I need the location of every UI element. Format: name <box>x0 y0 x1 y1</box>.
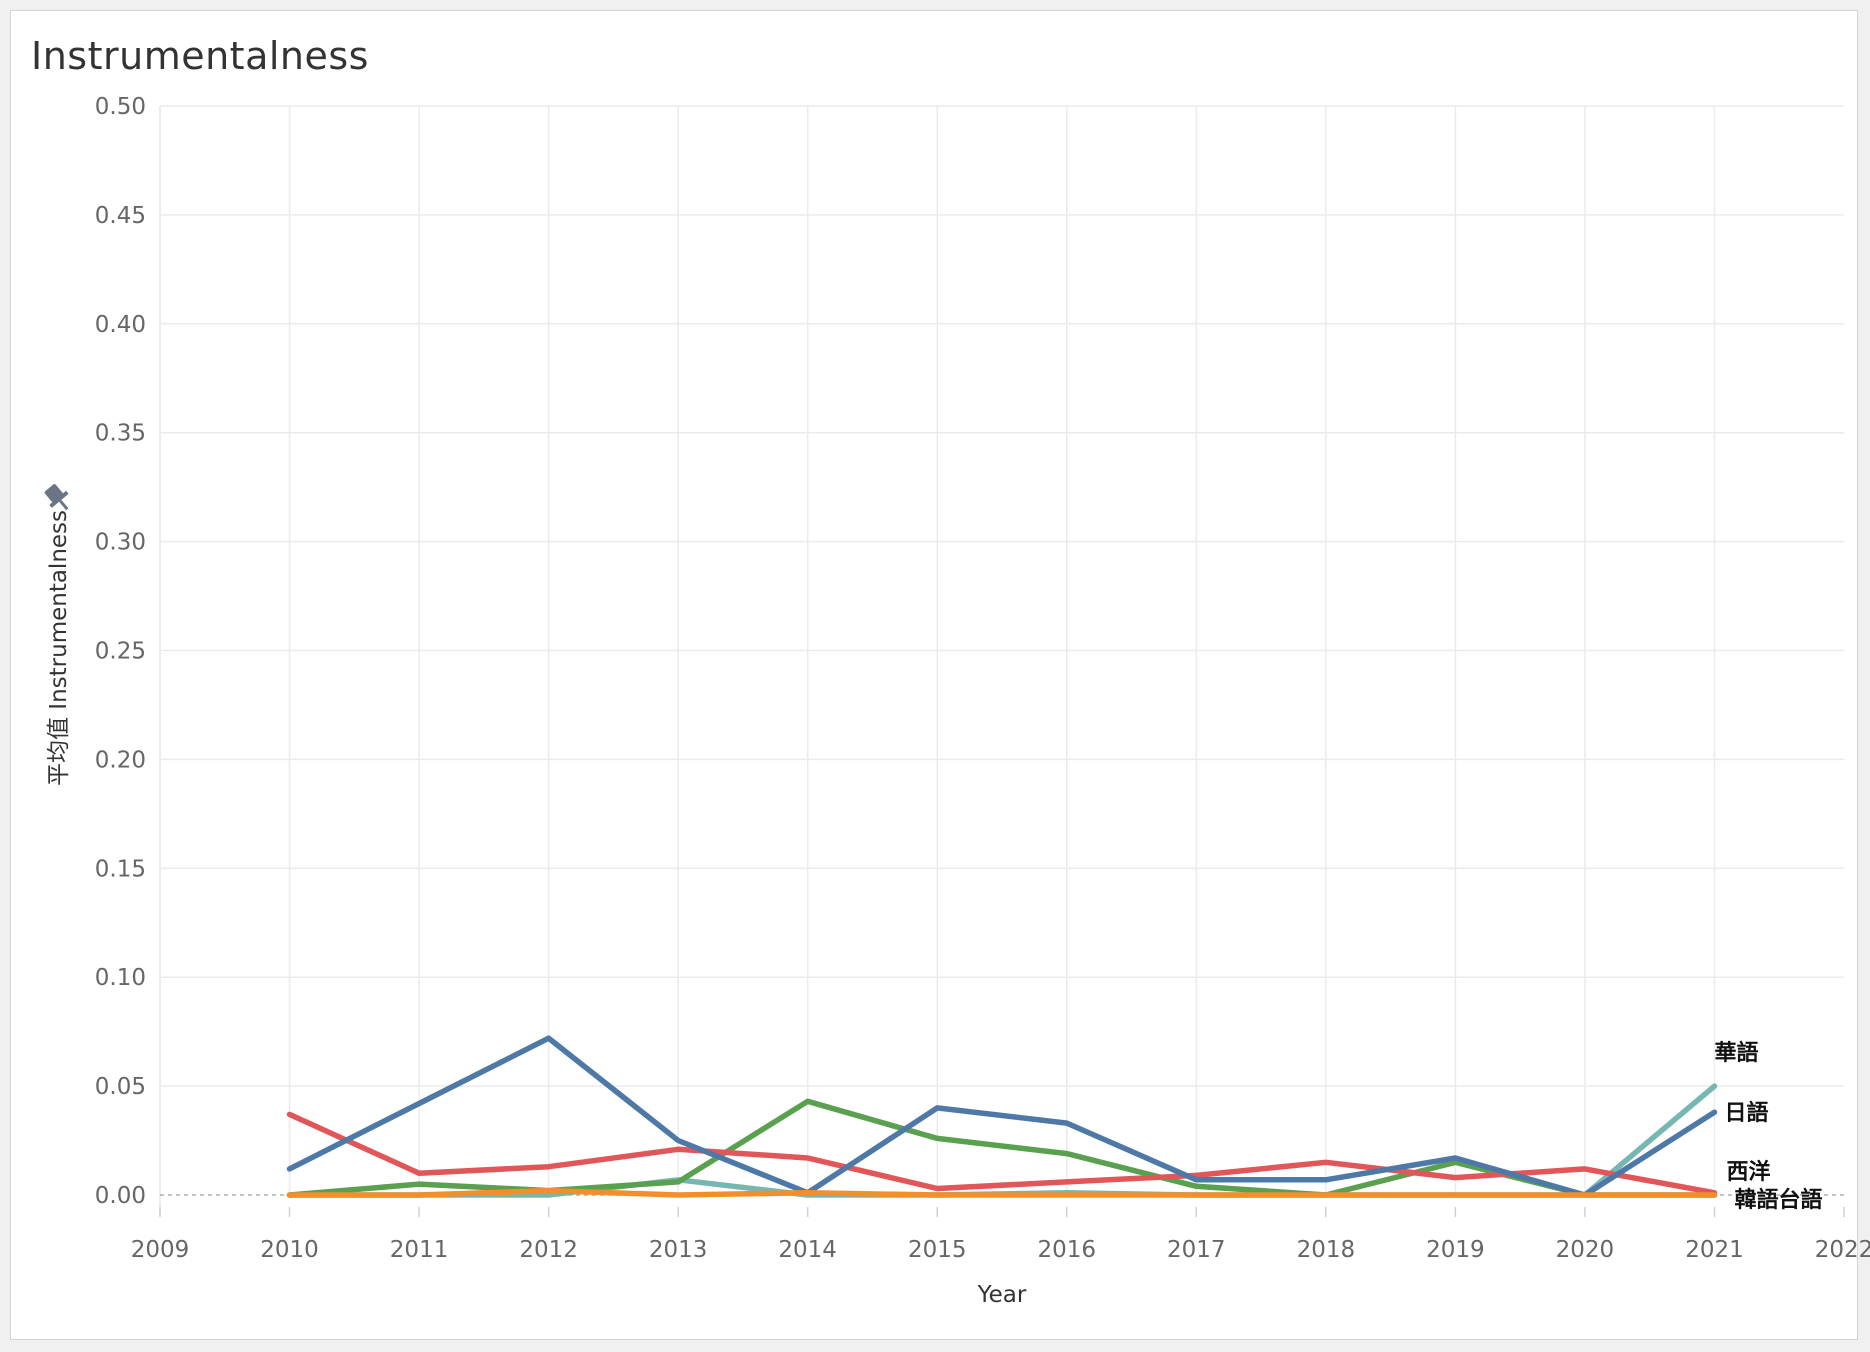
series-line-2 <box>286 1111 1718 1196</box>
x-tick-label: 2009 <box>131 1237 190 1263</box>
series-line-0 <box>286 1083 1718 1198</box>
end-label: 日語 <box>1724 1100 1768 1126</box>
x-tick-label: 2013 <box>649 1237 708 1263</box>
gridlines <box>159 105 1845 1217</box>
y-tick-label: 0.05 <box>95 1074 146 1100</box>
y-tick-label: 0.35 <box>95 421 146 447</box>
y-tick-label: 0.20 <box>95 747 146 773</box>
y-tick-label: 0.15 <box>95 856 146 882</box>
x-tick-label: 2017 <box>1167 1237 1226 1263</box>
chart-title: Instrumentalness <box>31 34 369 78</box>
x-tick-label: 2011 <box>390 1237 449 1263</box>
end-label: 韓語台語 <box>1734 1187 1822 1213</box>
x-tick-label: 2020 <box>1556 1237 1615 1263</box>
y-tick-label: 0.40 <box>95 312 146 338</box>
pin-icon[interactable] <box>41 481 76 517</box>
y-tick-label: 0.50 <box>95 94 146 120</box>
x-tick-label: 2010 <box>260 1237 319 1263</box>
y-axis-title: 平均值 Instrumentalness <box>46 510 72 786</box>
chart-frame <box>10 10 1858 1340</box>
x-axis-title: Year <box>977 1282 1027 1308</box>
pin-needle <box>59 499 69 511</box>
y-tick-label: 0.45 <box>95 203 146 229</box>
y-tick-label: 0.00 <box>95 1183 146 1209</box>
x-tick-labels: 2009 2010 2011 2012 2013 2014 2015 2016 2017 2018… <box>131 1237 1870 1263</box>
x-tick-label: 2015 <box>908 1237 967 1263</box>
x-tick-label: 2016 <box>1037 1237 1096 1263</box>
x-tick-label: 2019 <box>1426 1237 1485 1263</box>
pin-base <box>49 491 69 508</box>
series-line-3 <box>286 1035 1718 1198</box>
y-tick-labels: 0.00 0.05 0.10 0.15 0.20 0.25 0.30 0.35 0.40 0.45… <box>95 94 146 1209</box>
x-tick-label: 2018 <box>1297 1237 1356 1263</box>
x-tick-label: 2021 <box>1685 1237 1744 1263</box>
series-lines <box>286 1035 1718 1198</box>
series-line-4 <box>286 1187 1718 1198</box>
y-tick-label: 0.10 <box>95 965 146 991</box>
y-tick-label: 0.25 <box>95 639 146 665</box>
x-tick-label: 2014 <box>778 1237 837 1263</box>
end-label: 華語 <box>1714 1040 1758 1066</box>
x-tick-label: 2012 <box>519 1237 578 1263</box>
x-tick-label: 2022 <box>1815 1237 1870 1263</box>
end-label: 西洋 <box>1726 1159 1770 1185</box>
y-tick-label: 0.30 <box>95 530 146 556</box>
